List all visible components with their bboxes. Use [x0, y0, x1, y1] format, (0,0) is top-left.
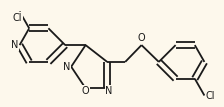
Text: O: O	[138, 33, 145, 43]
Text: Cl: Cl	[13, 13, 22, 23]
Text: Cl: Cl	[206, 91, 215, 100]
Text: N: N	[11, 40, 18, 50]
Text: O: O	[82, 86, 89, 96]
Text: N: N	[63, 62, 70, 72]
Text: N: N	[106, 86, 113, 96]
